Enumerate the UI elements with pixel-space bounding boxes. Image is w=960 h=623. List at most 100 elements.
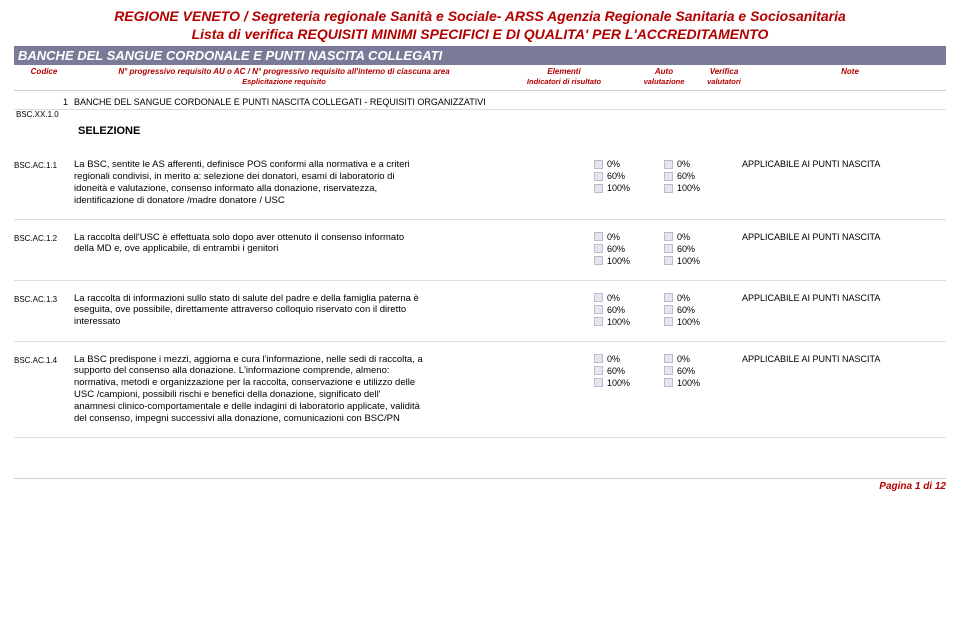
checkbox-icon xyxy=(594,305,603,314)
requirement-code: BSC.AC.1.1 xyxy=(14,159,74,170)
check-label: 60% xyxy=(677,366,695,376)
check-option[interactable]: 60% xyxy=(594,171,664,181)
checkbox-icon xyxy=(664,305,673,314)
col-auto: Auto valutazione xyxy=(634,67,694,86)
check-label: 60% xyxy=(677,244,695,254)
checkbox-icon xyxy=(664,354,673,363)
check-option[interactable]: 0% xyxy=(594,354,664,364)
col-note: Note xyxy=(754,67,946,86)
col-elements: Elementi Indicatori di risultato xyxy=(494,67,634,86)
page-footer: Pagina 1 di 12 xyxy=(14,478,946,492)
check-option[interactable]: 100% xyxy=(594,183,664,193)
check-group: 0% 60% 100% xyxy=(594,159,664,195)
check-label: 0% xyxy=(677,159,690,169)
requirement-note: APPLICABILE AI PUNTI NASCITA xyxy=(734,232,946,242)
checkbox-icon xyxy=(664,317,673,326)
org-title: REGIONE VENETO / Segreteria regionale Sa… xyxy=(14,8,946,24)
check-label: 100% xyxy=(677,183,700,193)
check-label: 0% xyxy=(607,354,620,364)
requirement-code: BSC.AC.1.3 xyxy=(14,293,74,304)
check-label: 60% xyxy=(677,305,695,315)
check-label: 60% xyxy=(607,305,625,315)
check-option[interactable]: 0% xyxy=(594,232,664,242)
check-option[interactable]: 100% xyxy=(664,378,734,388)
check-label: 0% xyxy=(607,232,620,242)
section-number: 1 xyxy=(14,97,74,107)
checkbox-icon xyxy=(594,172,603,181)
check-option[interactable]: 0% xyxy=(664,159,734,169)
check-option[interactable]: 0% xyxy=(664,293,734,303)
requirement-text: La BSC predispone i mezzi, aggiorna e cu… xyxy=(74,354,434,425)
check-option[interactable]: 60% xyxy=(594,305,664,315)
check-label: 100% xyxy=(677,256,700,266)
check-label: 60% xyxy=(677,171,695,181)
column-headers: Codice N° progressivo requisito AU o AC … xyxy=(14,65,946,91)
requirement-row: BSC.AC.1.1La BSC, sentite le AS afferent… xyxy=(14,151,946,220)
check-option[interactable]: 100% xyxy=(664,317,734,327)
group-code: BSC.XX.1.0 xyxy=(14,110,74,119)
checkbox-icon xyxy=(664,172,673,181)
checkbox-icon xyxy=(664,256,673,265)
check-label: 0% xyxy=(677,354,690,364)
col-verify: Verifica valutatori xyxy=(694,67,754,86)
checkbox-icon xyxy=(594,232,603,241)
check-option[interactable]: 60% xyxy=(664,171,734,181)
check-group: 0% 60% 100% xyxy=(594,354,664,390)
section-heading-row: 1 BANCHE DEL SANGUE CORDONALE E PUNTI NA… xyxy=(14,97,946,110)
section-text: BANCHE DEL SANGUE CORDONALE E PUNTI NASC… xyxy=(74,97,486,107)
check-option[interactable]: 0% xyxy=(594,159,664,169)
check-group: 0% 60% 100% xyxy=(664,232,734,268)
check-option[interactable]: 60% xyxy=(664,244,734,254)
check-label: 100% xyxy=(607,317,630,327)
check-option[interactable]: 0% xyxy=(664,354,734,364)
checkbox-icon xyxy=(594,378,603,387)
check-option[interactable]: 100% xyxy=(594,256,664,266)
check-label: 60% xyxy=(607,244,625,254)
checkbox-icon xyxy=(664,378,673,387)
check-option[interactable]: 0% xyxy=(664,232,734,242)
check-label: 100% xyxy=(607,256,630,266)
check-label: 0% xyxy=(607,159,620,169)
requirement-code: BSC.AC.1.2 xyxy=(14,232,74,243)
requirement-note: APPLICABILE AI PUNTI NASCITA xyxy=(734,159,946,169)
check-label: 0% xyxy=(677,293,690,303)
check-label: 100% xyxy=(607,378,630,388)
check-option[interactable]: 60% xyxy=(664,366,734,376)
checkbox-icon xyxy=(594,366,603,375)
checkbox-icon xyxy=(594,184,603,193)
checkbox-icon xyxy=(664,293,673,302)
requirement-note: APPLICABILE AI PUNTI NASCITA xyxy=(734,354,946,364)
check-group: 0% 60% 100% xyxy=(594,232,664,268)
checkbox-icon xyxy=(594,244,603,253)
checkbox-icon xyxy=(664,160,673,169)
requirement-text: La raccolta di informazioni sullo stato … xyxy=(74,293,434,329)
check-option[interactable]: 0% xyxy=(594,293,664,303)
checkbox-icon xyxy=(594,317,603,326)
checkbox-icon xyxy=(664,366,673,375)
check-label: 0% xyxy=(607,293,620,303)
check-option[interactable]: 100% xyxy=(664,256,734,266)
checkbox-icon xyxy=(594,293,603,302)
checkbox-icon xyxy=(664,184,673,193)
check-option[interactable]: 100% xyxy=(594,317,664,327)
check-group: 0% 60% 100% xyxy=(594,293,664,329)
requirement-text: La BSC, sentite le AS afferenti, definis… xyxy=(74,159,434,207)
check-label: 60% xyxy=(607,366,625,376)
check-label: 100% xyxy=(677,378,700,388)
check-option[interactable]: 60% xyxy=(664,305,734,315)
section-bar: BANCHE DEL SANGUE CORDONALE E PUNTI NASC… xyxy=(14,46,946,65)
check-option[interactable]: 100% xyxy=(664,183,734,193)
check-option[interactable]: 60% xyxy=(594,366,664,376)
requirement-row: BSC.AC.1.4La BSC predispone i mezzi, agg… xyxy=(14,346,946,438)
check-label: 0% xyxy=(677,232,690,242)
checkbox-icon xyxy=(664,244,673,253)
col-code: Codice xyxy=(14,67,74,86)
requirement-row: BSC.AC.1.2La raccolta dell'USC è effettu… xyxy=(14,224,946,281)
check-option[interactable]: 60% xyxy=(594,244,664,254)
checkbox-icon xyxy=(594,354,603,363)
requirement-text: La raccolta dell'USC è effettuata solo d… xyxy=(74,232,434,256)
check-group: 0% 60% 100% xyxy=(664,293,734,329)
check-option[interactable]: 100% xyxy=(594,378,664,388)
check-label: 100% xyxy=(607,183,630,193)
checkbox-icon xyxy=(594,160,603,169)
